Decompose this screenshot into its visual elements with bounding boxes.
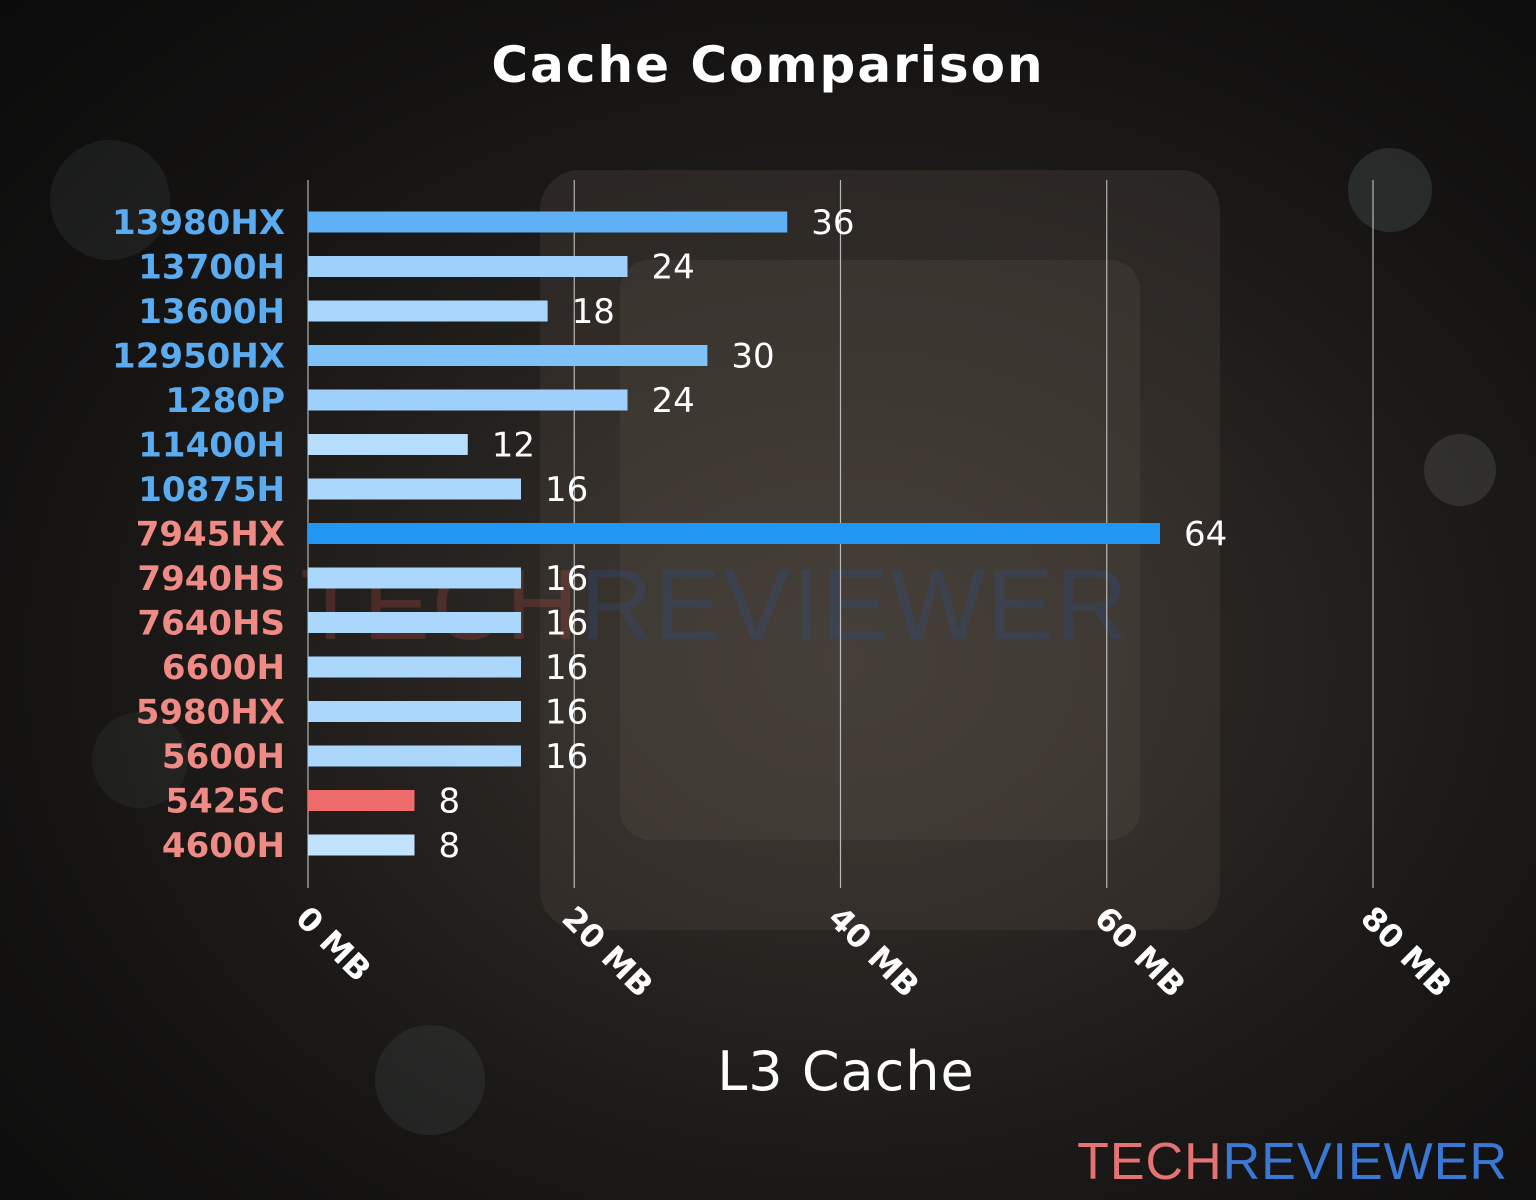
bar (308, 834, 415, 856)
category-label: 7945HX (136, 515, 285, 555)
value-label: 36 (811, 203, 854, 243)
bar (308, 300, 548, 322)
category-label: 13600H (138, 292, 285, 332)
bar (308, 478, 521, 500)
category-label: 13700H (138, 248, 285, 288)
bar (308, 567, 521, 589)
bar (308, 256, 628, 277)
category-label: 5980HX (136, 693, 285, 733)
techreviewer-logo: TECHREVIEWER (1077, 1133, 1508, 1191)
chart-title: Cache Comparison (491, 36, 1045, 94)
value-label: 16 (545, 737, 588, 777)
category-label: 4600H (162, 826, 285, 866)
category-label: 13980HX (112, 203, 285, 243)
value-label: 16 (545, 470, 588, 510)
value-label: 24 (652, 381, 695, 421)
value-label: 16 (545, 604, 588, 644)
value-label: 18 (572, 292, 615, 332)
bar (308, 211, 788, 233)
category-label: 6600H (162, 648, 285, 688)
bar (308, 434, 468, 455)
bar (308, 345, 708, 366)
category-label: 5600H (162, 737, 285, 777)
bar (308, 389, 628, 411)
category-label: 5425C (165, 782, 285, 822)
category-label: 12950HX (112, 337, 285, 377)
bar (308, 612, 521, 633)
bar (308, 790, 415, 811)
value-label: 16 (545, 693, 588, 733)
value-label: 24 (652, 248, 695, 288)
value-label: 16 (545, 648, 588, 688)
x-tick-label: 0 MB (288, 899, 378, 989)
category-label: 11400H (138, 426, 285, 466)
x-tick-label: 80 MB (1353, 899, 1459, 1005)
value-label: 30 (731, 337, 774, 377)
x-tick-label: 20 MB (555, 899, 661, 1005)
category-label: 1280P (165, 381, 285, 421)
x-tick-label: 40 MB (821, 899, 927, 1005)
category-label: 7940HS (137, 559, 285, 599)
category-label: 10875H (138, 470, 285, 510)
category-label: 7640HS (137, 604, 285, 644)
value-label: 16 (545, 559, 588, 599)
value-label: 64 (1184, 515, 1227, 555)
x-axis-label: L3 Cache (717, 1040, 975, 1103)
bar (308, 523, 1160, 544)
bar (308, 701, 521, 722)
x-tick-label: 60 MB (1087, 899, 1193, 1005)
value-label: 12 (492, 426, 535, 466)
bar (308, 745, 521, 767)
value-label: 8 (439, 826, 461, 866)
bar (308, 656, 521, 678)
value-label: 8 (439, 782, 461, 822)
